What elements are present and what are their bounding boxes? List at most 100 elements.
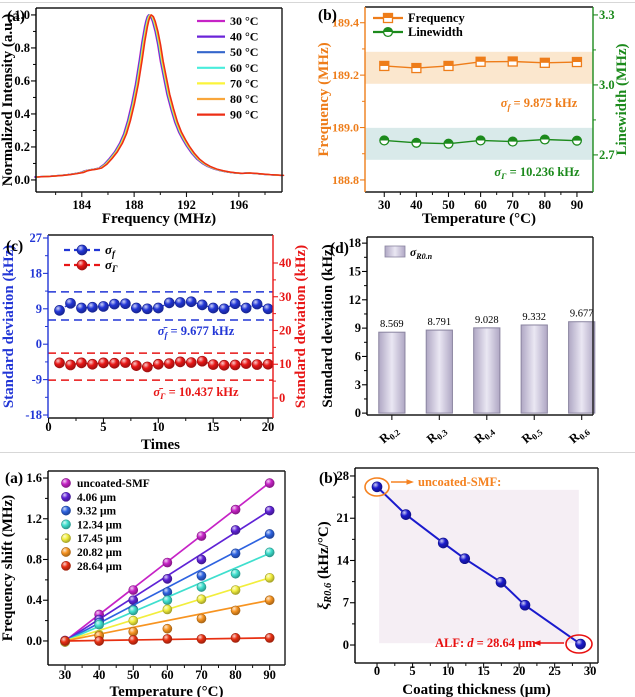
svg-text:0.2: 0.2 <box>14 140 30 154</box>
svg-text:(b): (b) <box>319 470 338 487</box>
svg-text:2.7: 2.7 <box>599 148 615 162</box>
svg-text:uncoated-SMF: uncoated-SMF <box>77 478 150 490</box>
svg-text:70 °C: 70 °C <box>230 76 258 90</box>
svg-text:σ̄f = 9.677 kHz: σ̄f = 9.677 kHz <box>158 324 235 340</box>
bars: 8.569 R0.2 8.791 R0.3 9.028 R0.4 9.332 R0.5 9.67… <box>376 309 596 448</box>
svg-text:30: 30 <box>279 290 292 304</box>
svg-text:0: 0 <box>374 664 380 678</box>
svg-text:70: 70 <box>195 668 208 682</box>
svg-text:R0.4: R0.4 <box>471 422 497 447</box>
svg-text:Temperature (°C): Temperature (°C) <box>422 211 536 227</box>
svg-text:90: 90 <box>571 198 584 212</box>
annotations: σf = 9.875 kHz σΓ = 10.236 kHz <box>494 96 580 181</box>
svg-text:Frequency: Frequency <box>408 11 465 25</box>
reference-lines <box>48 291 273 381</box>
svg-text:40: 40 <box>410 198 423 212</box>
svg-text:21: 21 <box>337 511 350 525</box>
legend: σR0.n <box>384 245 433 261</box>
svg-text:0: 0 <box>343 638 349 652</box>
svg-text:9.332: 9.332 <box>522 312 546 323</box>
svg-text:Coating thickness (μm): Coating thickness (μm) <box>402 682 551 697</box>
svg-text:9.028: 9.028 <box>475 315 499 326</box>
svg-text:σR0.n: σR0.n <box>410 247 433 261</box>
svg-text:20.82 μm: 20.82 μm <box>77 547 122 559</box>
axes: 30 40 50 60 70 80 90 188.8 189.0 189.2 189.4 2.7 3.0… <box>316 6 630 227</box>
svg-text:18: 18 <box>349 236 362 250</box>
svg-text:15: 15 <box>349 264 362 278</box>
svg-text:188.8: 188.8 <box>332 173 359 187</box>
svg-text:188: 188 <box>125 198 144 212</box>
panel-tag: (b) <box>318 7 337 24</box>
svg-text:0.0: 0.0 <box>26 634 42 648</box>
svg-text:7: 7 <box>343 596 349 610</box>
svg-text:9: 9 <box>36 302 42 316</box>
svg-text:Standard deviation (kHz): Standard deviation (kHz) <box>320 244 336 407</box>
svg-text:uncoated-SMF:: uncoated-SMF: <box>418 475 501 489</box>
svg-text:R0.5: R0.5 <box>519 422 545 447</box>
svg-text:80: 80 <box>539 198 552 212</box>
separator-line-top <box>0 2 635 3</box>
svg-text:σΓ = 10.236 kHz: σΓ = 10.236 kHz <box>494 165 580 181</box>
svg-text:4.06 μm: 4.06 μm <box>77 492 117 504</box>
svg-text:20: 20 <box>279 323 292 337</box>
svg-text:ξR0.6 (kHz/°C): ξR0.6 (kHz/°C) <box>316 521 334 609</box>
svg-text:Frequency shift (MHz): Frequency shift (MHz) <box>0 495 16 641</box>
axes: 0 3 6 9 12 15 18 Standard deviation (kHz) <box>320 236 594 420</box>
svg-text:20: 20 <box>262 420 275 434</box>
svg-text:40: 40 <box>279 256 292 270</box>
panel-tag: (b) <box>319 470 338 487</box>
svg-text:3.0: 3.0 <box>599 78 615 92</box>
svg-text:189.2: 189.2 <box>332 68 359 82</box>
svg-text:40: 40 <box>93 668 106 682</box>
svg-text:90: 90 <box>263 668 276 682</box>
svg-text:9.32 μm: 9.32 μm <box>77 506 117 518</box>
svg-text:60: 60 <box>161 668 174 682</box>
svg-text:50 °C: 50 °C <box>230 45 258 59</box>
svg-text:90 °C: 90 °C <box>230 108 258 122</box>
svg-text:30: 30 <box>378 198 391 212</box>
svg-text:80: 80 <box>229 668 242 682</box>
svg-text:(a): (a) <box>5 470 23 487</box>
series <box>54 296 274 373</box>
panel-tag: (c) <box>6 238 23 255</box>
svg-text:σΓ: σΓ <box>105 257 118 274</box>
axes: 30 40 50 60 70 80 90 0.0 0.4 0.8 1.2 1.6 Temperature… <box>0 470 286 697</box>
bands <box>379 489 579 644</box>
svg-text:28.64 μm: 28.64 μm <box>77 561 122 573</box>
series <box>371 481 586 650</box>
svg-text:R0.3: R0.3 <box>424 422 450 447</box>
svg-text:15: 15 <box>207 420 220 434</box>
svg-text:σf = 9.875 kHz: σf = 9.875 kHz <box>501 96 578 112</box>
svg-text:28: 28 <box>337 469 350 483</box>
svg-text:Normalized Intensity (a.u.): Normalized Intensity (a.u.) <box>0 14 16 187</box>
svg-text:Frequency (MHz): Frequency (MHz) <box>316 42 332 156</box>
svg-text:40 °C: 40 °C <box>230 30 258 44</box>
series <box>33 14 285 178</box>
svg-text:1.2: 1.2 <box>26 512 42 526</box>
svg-text:12: 12 <box>349 293 362 307</box>
svg-text:(b): (b) <box>318 7 337 24</box>
svg-text:5: 5 <box>409 664 415 678</box>
svg-text:10: 10 <box>279 357 292 371</box>
svg-text:192: 192 <box>177 198 196 212</box>
annotations: σ̄f = 9.677 kHz σ̄Γ = 10.437 kHz <box>153 324 239 401</box>
annotations: uncoated-SMF: ALF: d = 28.64 μm <box>364 475 593 654</box>
svg-text:0.8: 0.8 <box>26 552 42 566</box>
svg-text:-9: -9 <box>32 373 42 387</box>
panel-b2-sensitivity-thickness: 0 5 10 15 20 25 30 0 7 14 21 28 Coating thickness (μ… <box>316 467 599 697</box>
panel-a2-frequency-shift: 30 40 50 60 70 80 90 0.0 0.4 0.8 1.2 1.6 Temperature… <box>0 470 286 697</box>
series <box>379 56 583 149</box>
legend: 30 °C 40 °C50 °C 60 °C70 °C 80 °C 90 °C <box>197 14 258 122</box>
svg-text:0: 0 <box>355 406 361 420</box>
svg-text:189.0: 189.0 <box>332 121 359 135</box>
svg-text:R0.6: R0.6 <box>566 422 592 447</box>
svg-text:20: 20 <box>513 664 526 678</box>
svg-text:18: 18 <box>30 266 43 280</box>
svg-text:6: 6 <box>355 349 361 363</box>
svg-text:R0.2: R0.2 <box>376 423 402 448</box>
svg-text:0.4: 0.4 <box>14 107 30 121</box>
